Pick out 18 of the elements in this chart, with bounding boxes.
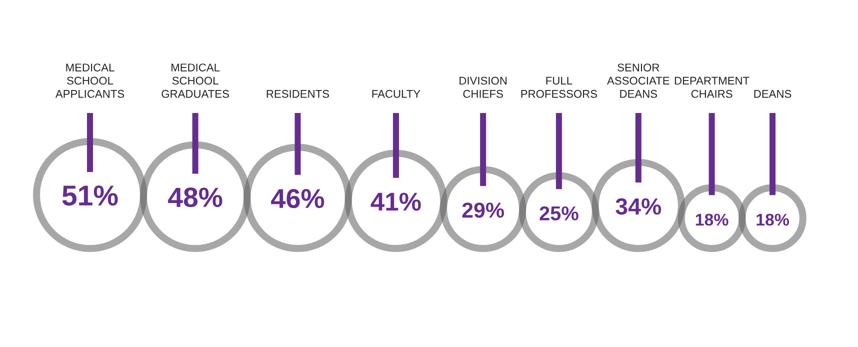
- category-label: DEPARTMENT CHAIRS: [674, 76, 750, 98]
- data-label: 51%: [62, 186, 118, 206]
- data-label: 18%: [696, 214, 728, 226]
- data-label: 48%: [168, 188, 222, 208]
- data-label: 18%: [756, 214, 790, 226]
- category-label: MEDICAL SCHOOL APPLICANTS: [55, 64, 124, 98]
- data-label: 34%: [616, 198, 662, 215]
- data-label: 41%: [370, 192, 421, 211]
- category-label: DIVISION CHIEFS: [460, 76, 507, 98]
- category-label: SENIOR ASSOCIATE DEANS: [607, 64, 670, 98]
- category-label: RESIDENTS: [266, 90, 330, 98]
- category-label: FULL PROFESSORS: [521, 76, 598, 98]
- data-label: 25%: [540, 206, 578, 220]
- data-label: 29%: [462, 202, 504, 218]
- data-label: 46%: [271, 188, 324, 208]
- category-label: DEANS: [754, 90, 792, 98]
- category-label: MEDICAL SCHOOL GRADUATES: [162, 64, 229, 98]
- category-label: FACULTY: [372, 90, 420, 98]
